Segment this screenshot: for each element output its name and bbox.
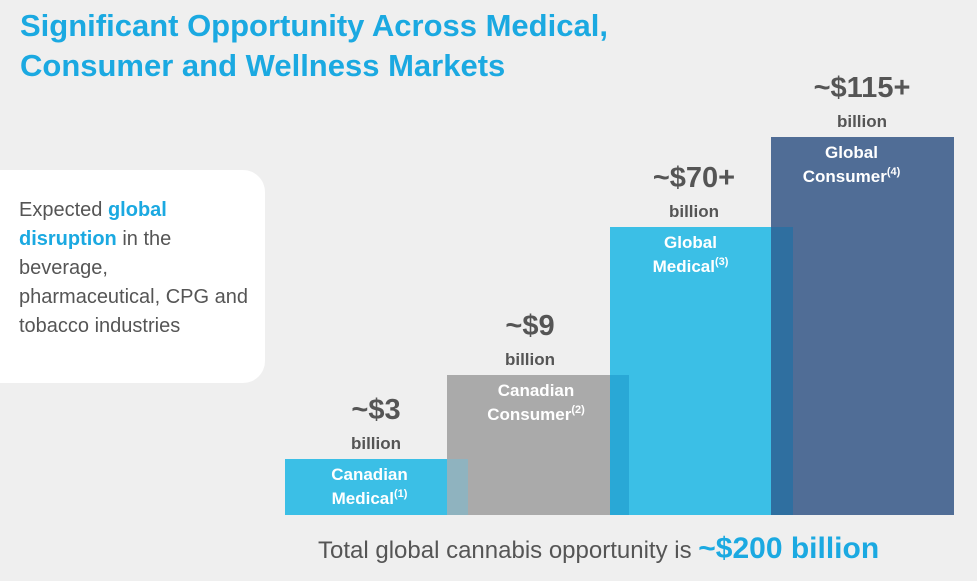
bar-category-label: Medical(3)	[653, 256, 729, 276]
title-line-2: Consumer and Wellness Markets	[20, 48, 506, 83]
callout-suffix: in the beverage, pharmaceutical, CPG and…	[19, 228, 249, 337]
bar-category-label: Global	[825, 143, 878, 162]
bar-unit-label: billion	[669, 202, 719, 221]
bar-value-label: ~$115+	[814, 72, 911, 104]
bar-2	[610, 227, 793, 515]
total-text: Total global cannabis opportunity is	[318, 537, 699, 564]
page-title: Significant Opportunity Across Medical, …	[20, 6, 920, 86]
bar-unit-label: billion	[505, 350, 555, 369]
bar-overlap-1	[610, 375, 629, 515]
bar-value-label: ~$9	[505, 310, 554, 342]
bar-3	[771, 137, 954, 515]
bar-value-label: ~$70+	[653, 162, 735, 194]
bar-overlap-0	[447, 459, 468, 515]
bar-1	[447, 375, 629, 515]
bar-category-label: Consumer(2)	[487, 404, 585, 424]
bar-value-label: ~$3	[351, 394, 400, 426]
total-opportunity: Total global cannabis opportunity is ~$2…	[318, 532, 973, 566]
bar-category-label: Canadian	[498, 381, 575, 400]
title-line-1: Significant Opportunity Across Medical,	[20, 8, 608, 43]
bar-overlap-2	[771, 227, 793, 515]
total-amount: ~$200 billion	[698, 532, 880, 565]
bar-category-label: Medical(1)	[332, 488, 408, 508]
callout-highlight: global disruption	[19, 199, 167, 250]
bar-category-label: Global	[664, 233, 717, 252]
bar-unit-label: billion	[837, 112, 887, 131]
callout-text: Expected global disruption in the bevera…	[19, 196, 254, 341]
callout-box	[0, 170, 265, 383]
bar-0	[285, 459, 468, 515]
callout-prefix: Expected	[19, 199, 108, 221]
bar-category-label: Consumer(4)	[803, 166, 901, 186]
bar-category-label: Canadian	[331, 465, 408, 484]
bar-unit-label: billion	[351, 434, 401, 453]
